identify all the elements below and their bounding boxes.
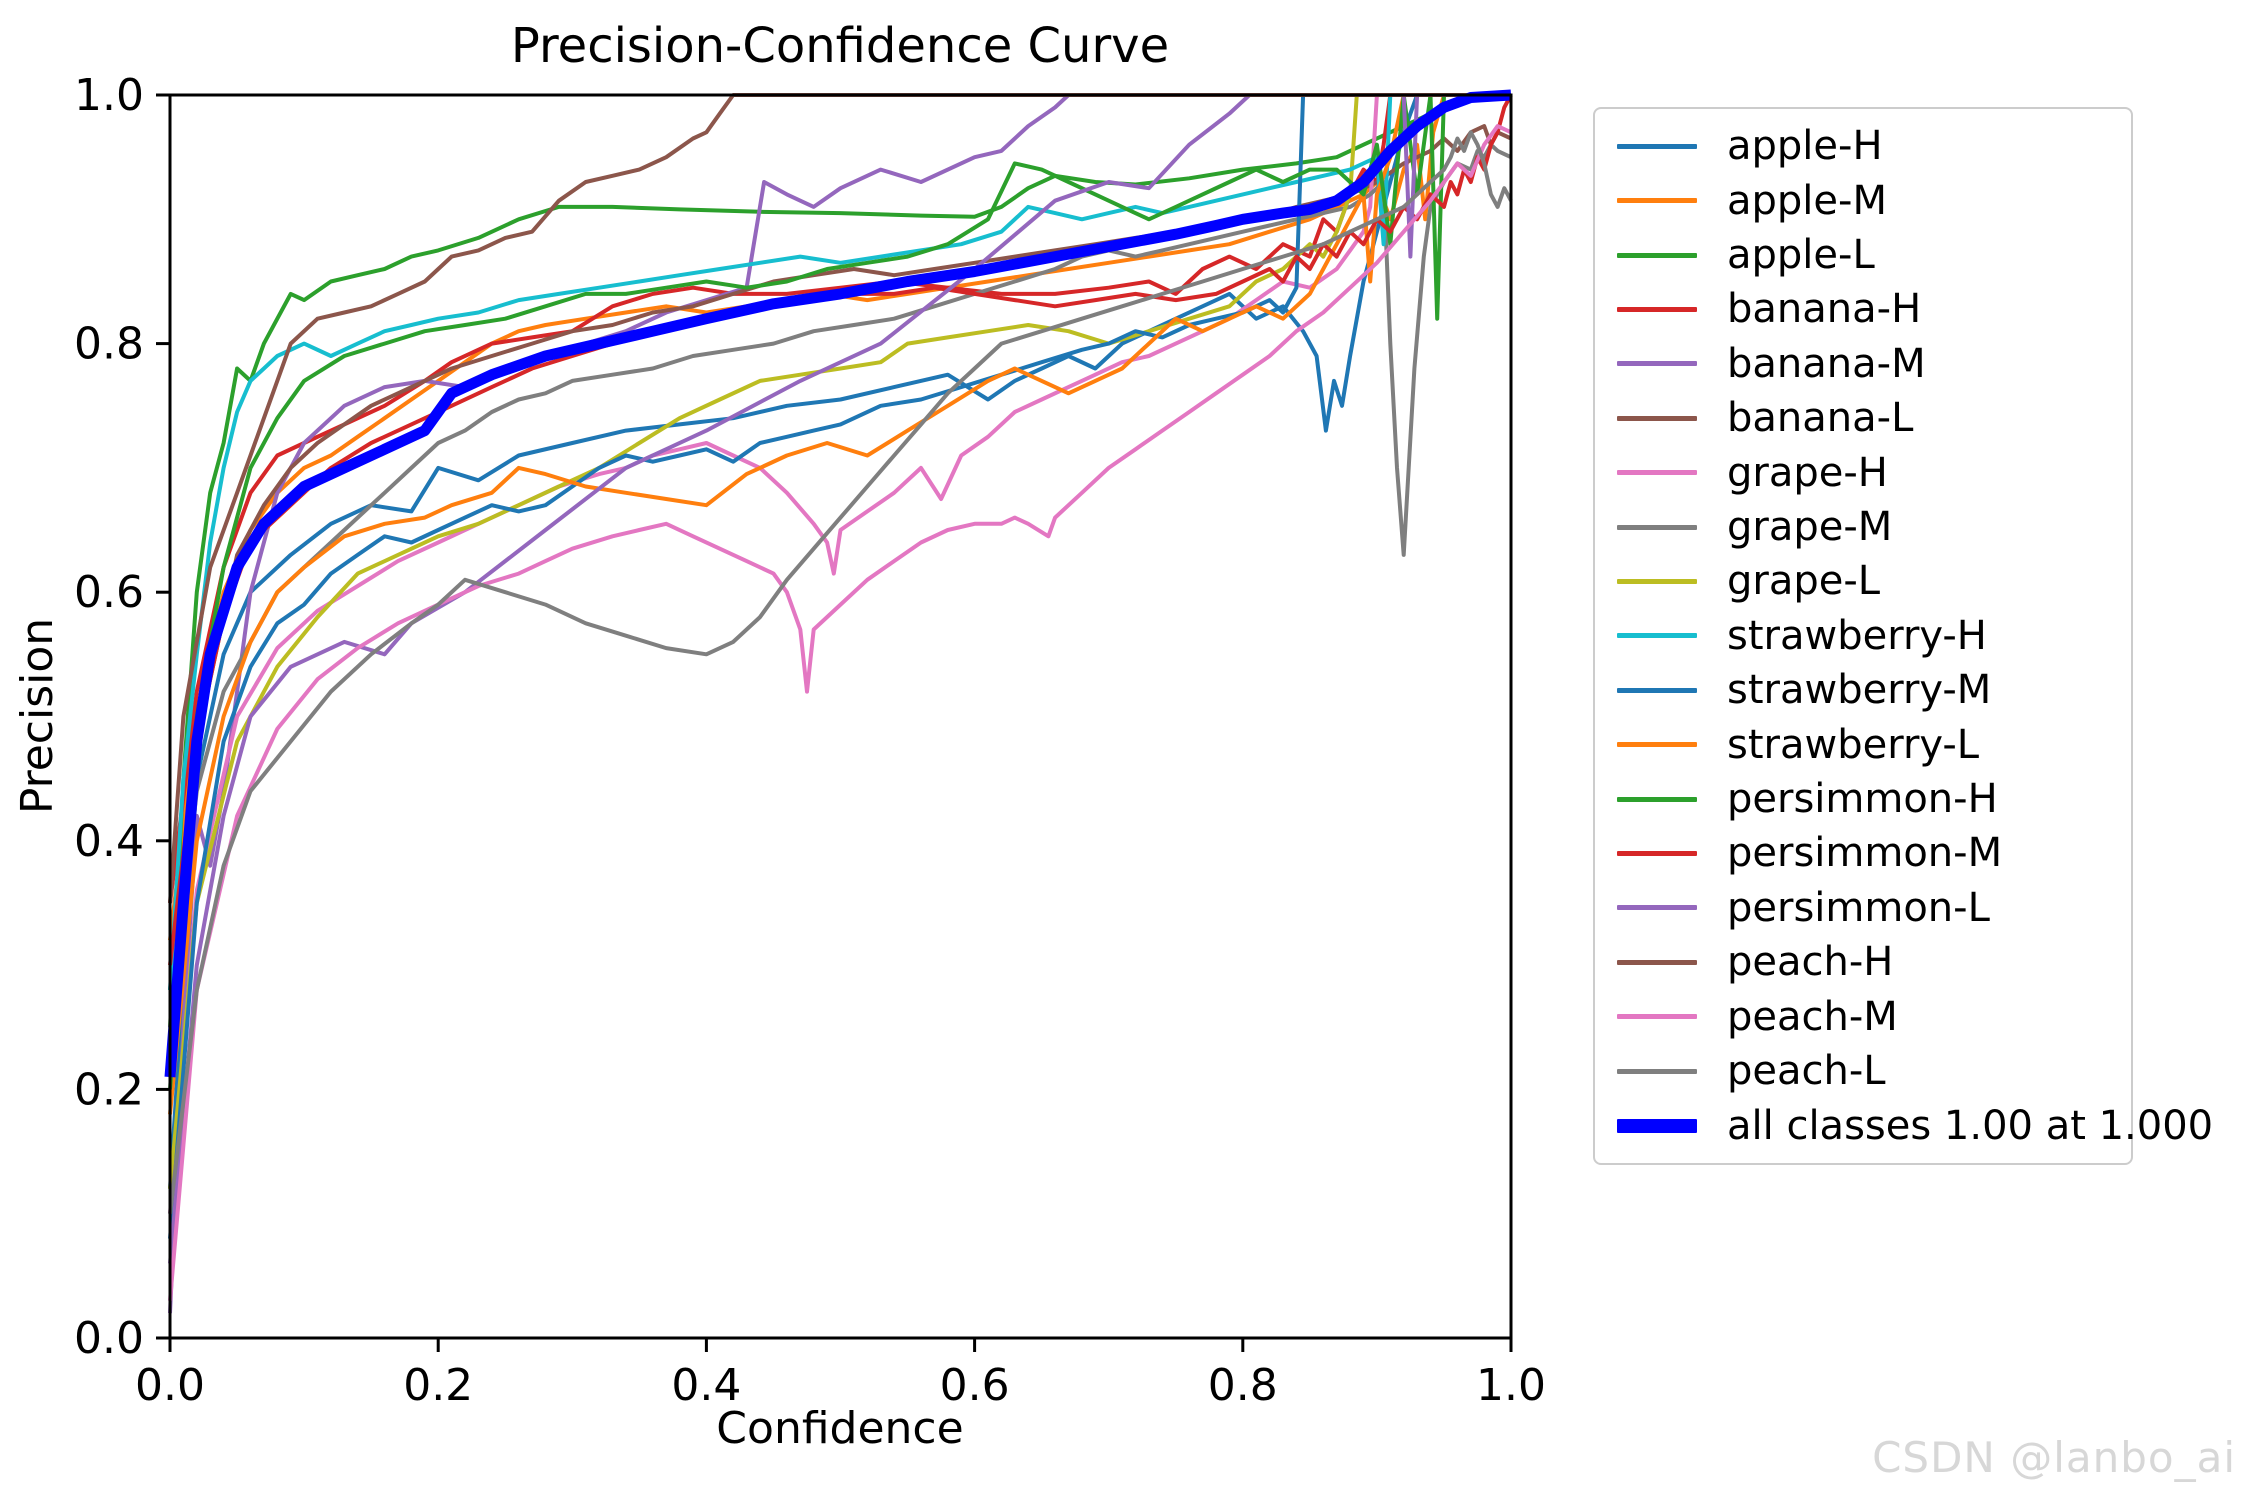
legend-label: grape-M (1727, 504, 1893, 551)
series-line-strawberry-l (168, 94, 1406, 1115)
y-tick-0.0-label: 0.0 (74, 1313, 144, 1364)
legend-label: peach-M (1727, 993, 1898, 1040)
legend-label: peach-L (1727, 1048, 1886, 1095)
legend-item: strawberry-M (1595, 663, 2131, 717)
legend-item: all classes 1.00 at 1.000 (1595, 1099, 2213, 1153)
series-line-persimmon-h (168, 93, 1446, 1090)
series-line-banana-h (168, 94, 1393, 904)
series-line-strawberry-m (168, 94, 1306, 1239)
legend-item: banana-L (1595, 391, 2131, 445)
x-tick-0.8-label: 0.8 (1208, 1360, 1278, 1411)
legend-item: banana-H (1595, 282, 2131, 336)
legend-line-swatch (1617, 415, 1697, 421)
legend-line-swatch (1617, 143, 1697, 149)
legend-label: strawberry-L (1727, 721, 1980, 768)
series-line-grape-h (168, 94, 1379, 1214)
legend-label: peach-H (1727, 939, 1894, 986)
legend-item: persimmon-M (1595, 826, 2131, 880)
legend-item: grape-H (1595, 446, 2131, 500)
series-line-strawberry-h (168, 94, 1393, 991)
y-axis-label: Precision (12, 618, 63, 814)
legend-item: strawberry-H (1595, 609, 2131, 663)
legend-line-swatch (1617, 1068, 1697, 1074)
legend-item: peach-M (1595, 990, 2131, 1044)
legend-line-swatch (1617, 252, 1697, 258)
legend-item: grape-L (1595, 554, 2131, 608)
legend: apple-H apple-M apple-L banana-H banana-M ban… (1593, 107, 2213, 1165)
x-axis-label: Confidence (716, 1403, 963, 1454)
legend-line-swatch (1617, 633, 1697, 639)
legend-line-swatch (1617, 1014, 1697, 1020)
series-line-peach-m (168, 124, 1512, 1301)
series-lines (164, 89, 1513, 1314)
legend-label: grape-L (1727, 558, 1881, 605)
axis-ticks: 0.0 0.2 0.4 0.6 0.8 1.0 0.0 0.2 0.4 0.6 0.8 1.0 (74, 70, 1546, 1411)
legend-line-swatch (1617, 905, 1697, 911)
legend-label: persimmon-H (1727, 776, 1998, 823)
x-tick-0.4-label: 0.4 (671, 1360, 741, 1411)
series-line-apple-l (168, 93, 1511, 1028)
series-line-grape-l (168, 94, 1359, 1189)
y-tick-0.8-label: 0.8 (74, 319, 144, 370)
x-tick-0.2-label: 0.2 (403, 1360, 473, 1411)
legend-line-swatch (1617, 578, 1697, 584)
y-tick-0.4-label: 0.4 (74, 816, 144, 867)
legend-label: banana-H (1727, 286, 1922, 333)
legend-item: persimmon-H (1595, 772, 2131, 826)
series-line-peach-l (168, 130, 1513, 1214)
legend-item: peach-L (1595, 1044, 2131, 1098)
legend-line-swatch (1617, 470, 1697, 476)
legend-item: apple-L (1595, 228, 2131, 282)
x-tick-1.0-label: 1.0 (1476, 1360, 1546, 1411)
legend-label: apple-L (1727, 232, 1875, 279)
legend-item: strawberry-L (1595, 718, 2131, 772)
legend-line-swatch (1617, 198, 1697, 204)
legend-item: apple-H (1595, 119, 2131, 173)
legend-line-swatch (1617, 1118, 1697, 1133)
chart-title: Precision-Confidence Curve (511, 18, 1169, 74)
legend-line-swatch (1617, 959, 1697, 965)
x-tick-0.6-label: 0.6 (940, 1360, 1010, 1411)
legend-label: all classes 1.00 at 1.000 (1727, 1102, 2214, 1149)
series-line-peach-h (168, 93, 1511, 904)
plot-border (168, 93, 1513, 1340)
legend-label: banana-M (1727, 340, 1926, 387)
series-line-all-classes-1-00-at-1-000 (164, 89, 1512, 1078)
legend-line-swatch (1617, 306, 1697, 312)
series-line-grape-m (168, 142, 1512, 1028)
y-tick-1.0-label: 1.0 (74, 70, 144, 121)
watermark: CSDN @lanbo_ai (1872, 1433, 2236, 1482)
legend-item: banana-M (1595, 337, 2131, 391)
legend-line-swatch (1617, 687, 1697, 693)
legend-line-swatch (1617, 742, 1697, 748)
legend-item: grape-M (1595, 500, 2131, 554)
legend-label: strawberry-M (1727, 667, 1992, 714)
legend-line-swatch (1617, 796, 1697, 802)
legend-item: peach-H (1595, 935, 2131, 989)
y-tick-0.6-label: 0.6 (74, 567, 144, 618)
series-line-persimmon-m (168, 94, 1513, 966)
legend-label: grape-H (1727, 449, 1888, 496)
legend-label: apple-M (1727, 177, 1887, 224)
legend-line-swatch (1617, 361, 1697, 367)
legend-line-swatch (1617, 850, 1697, 856)
legend-item: apple-M (1595, 174, 2131, 228)
legend-label: persimmon-M (1727, 830, 2003, 877)
legend-label: apple-H (1727, 123, 1883, 170)
legend-item: persimmon-L (1595, 881, 2131, 935)
legend-line-swatch (1617, 524, 1697, 530)
x-tick-0.0-label: 0.0 (135, 1360, 205, 1411)
legend-label: persimmon-L (1727, 884, 1990, 931)
legend-label: strawberry-H (1727, 612, 1987, 659)
legend-label: banana-L (1727, 395, 1914, 442)
y-tick-0.2-label: 0.2 (74, 1064, 144, 1115)
